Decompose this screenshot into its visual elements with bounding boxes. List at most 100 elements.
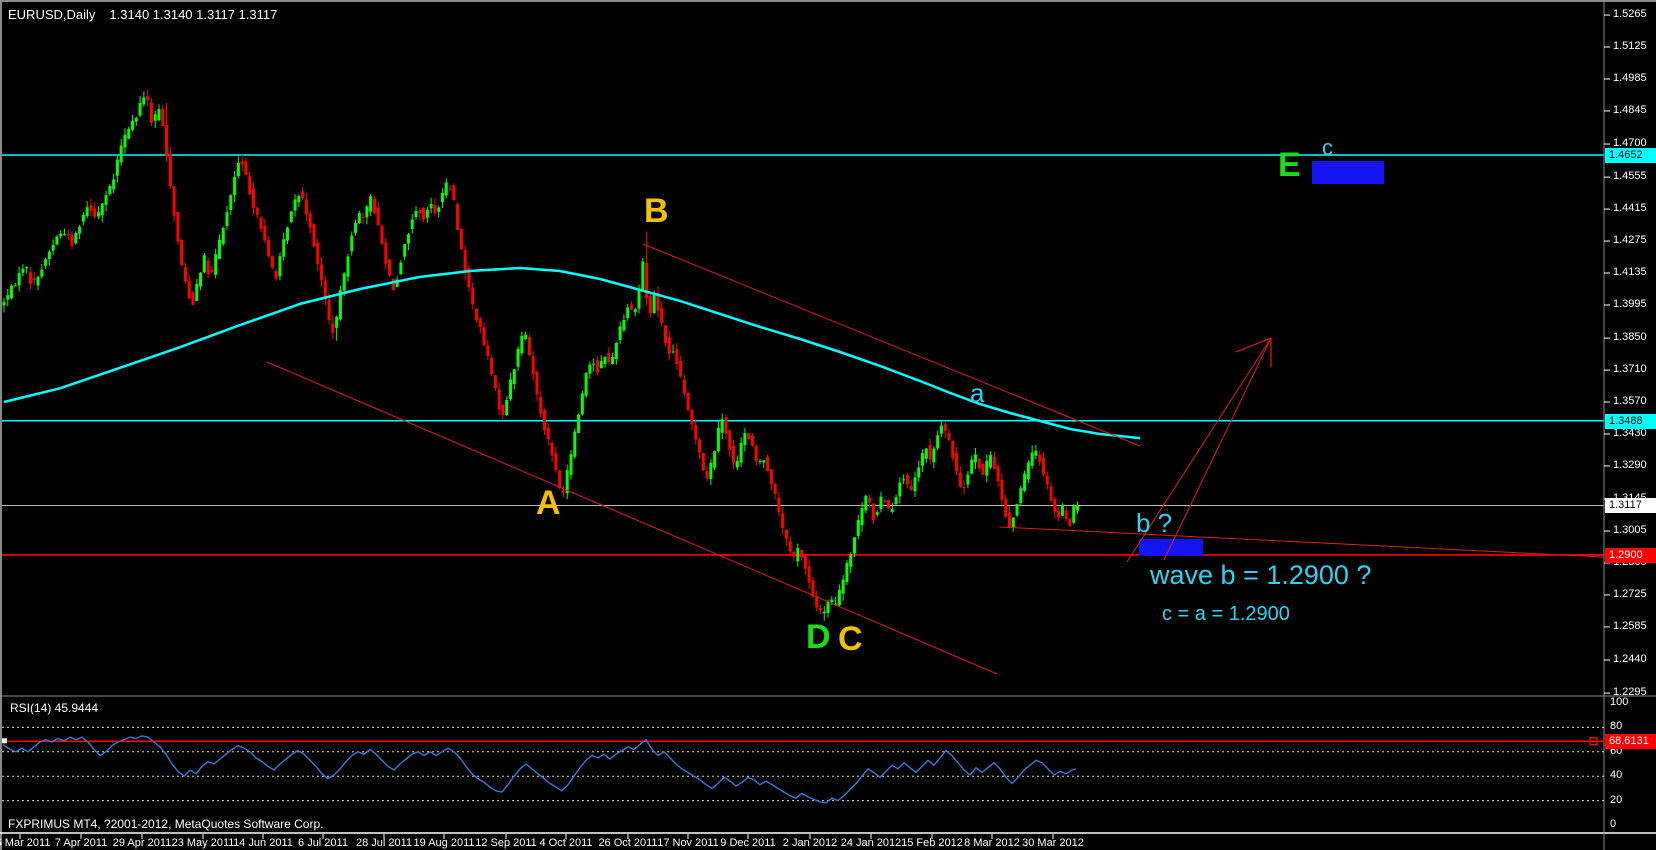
candle-body [297, 195, 301, 203]
candle-body [282, 239, 286, 257]
candle-body [849, 554, 853, 567]
price-tick-label: 1.2585 [1613, 619, 1647, 632]
wave-label-b[interactable]: b ? [1136, 508, 1173, 538]
candle-body [168, 153, 172, 186]
candle-body [871, 503, 875, 521]
date-label: 16 Mar 2011 [0, 837, 51, 849]
candle-body [996, 466, 1000, 482]
rsi-scale-label: 40 [1610, 769, 1623, 782]
price-tick-label: 1.2440 [1613, 652, 1647, 665]
wave-label-b[interactable]: B [644, 192, 669, 230]
candle-body [316, 242, 320, 264]
candle-body [603, 356, 607, 365]
candle-body [701, 453, 705, 471]
candle-body [338, 290, 342, 320]
candle-body [754, 445, 758, 462]
candle-body [509, 379, 513, 399]
arrow-head[interactable] [1235, 337, 1272, 353]
date-label: 29 Apr 2011 [112, 837, 172, 849]
candle-body [1011, 517, 1015, 528]
candle-body [123, 134, 127, 148]
candle-body [732, 445, 736, 463]
trendline-3[interactable] [999, 526, 1604, 558]
candle-body [811, 580, 815, 597]
copyright-label: FXPRIMUS MT4, ?2001-2012, MetaQuotes Sof… [8, 817, 324, 831]
candle-body [233, 176, 237, 196]
candle-body [864, 495, 868, 511]
candle-body [875, 512, 879, 515]
candle-body [47, 251, 51, 260]
candle-body [977, 458, 981, 469]
candle-body [769, 469, 773, 485]
candle-body [25, 267, 29, 269]
target-rectangle-1[interactable] [1312, 161, 1384, 184]
candle-body [531, 356, 535, 375]
candle-body [187, 280, 191, 299]
rsi-scale-label: 20 [1610, 793, 1623, 806]
candle-body [807, 566, 811, 583]
candle-body [580, 393, 584, 415]
candle-body [584, 372, 588, 396]
candle-body [1007, 512, 1011, 528]
wave-label-a[interactable]: A [536, 484, 561, 522]
candle-body [384, 242, 388, 264]
trendline-1[interactable] [266, 361, 998, 675]
candle-body [728, 430, 732, 450]
candle-body [36, 276, 40, 286]
candle-body [365, 206, 369, 218]
candle-body [800, 550, 804, 558]
wave-label-e[interactable]: E [1278, 146, 1301, 184]
wave-label-a[interactable]: a [970, 378, 985, 408]
date-label: 2 Jan 2012 [782, 837, 838, 849]
candle-body [913, 477, 917, 492]
candle-body [115, 159, 119, 176]
candle-body [527, 337, 531, 355]
arrow-shaft[interactable] [1163, 337, 1272, 561]
candle-body [78, 226, 82, 234]
wave-label-d[interactable]: D [806, 618, 831, 656]
candle-body [815, 596, 819, 608]
candle-body [985, 460, 989, 476]
candle-body [792, 551, 796, 557]
candle-body [512, 369, 516, 385]
rsi-line-left-marker[interactable] [2, 738, 7, 744]
candle-body [391, 278, 395, 291]
candle-body [947, 432, 951, 441]
arrow-shaft[interactable] [1126, 337, 1272, 563]
candle-body [599, 361, 603, 369]
candle-body [868, 497, 872, 503]
candle-body [1034, 450, 1038, 456]
wave-b-annotation-text[interactable]: wave b = 1.2900 ? [1150, 560, 1372, 590]
price-marker-1.3488: 1.3488 [1605, 413, 1656, 429]
candle-body [406, 234, 410, 244]
c-equals-a-annotation-text[interactable]: c = a = 1.2900 [1162, 603, 1290, 625]
rsi-scale-label: 80 [1610, 720, 1623, 733]
candle-body [425, 209, 429, 218]
candle-body [822, 611, 826, 614]
candle-body [781, 513, 785, 529]
candle-body [561, 490, 565, 493]
target-rectangle-2[interactable] [1139, 539, 1203, 556]
candle-body [841, 579, 845, 594]
trendline-2[interactable] [642, 243, 1141, 447]
wave-label-c[interactable]: c [1322, 135, 1333, 160]
candle-body [286, 227, 289, 241]
candle-body [210, 269, 214, 272]
candle-body [157, 109, 161, 121]
candle-body [803, 554, 807, 569]
moving-average-line[interactable] [3, 266, 1141, 440]
rsi-line-right-marker[interactable] [1589, 737, 1598, 746]
candle-body [44, 259, 48, 266]
candle-body [59, 233, 63, 237]
candle-body [346, 256, 350, 277]
candle-body [573, 431, 577, 457]
candle-body [739, 443, 743, 463]
candle-body [520, 335, 524, 354]
candle-body [543, 410, 547, 431]
candle-body [784, 529, 788, 539]
candle-body [463, 249, 467, 274]
candle-body [100, 203, 104, 216]
candle-body [667, 337, 671, 354]
wave-label-c[interactable]: C [838, 620, 863, 658]
